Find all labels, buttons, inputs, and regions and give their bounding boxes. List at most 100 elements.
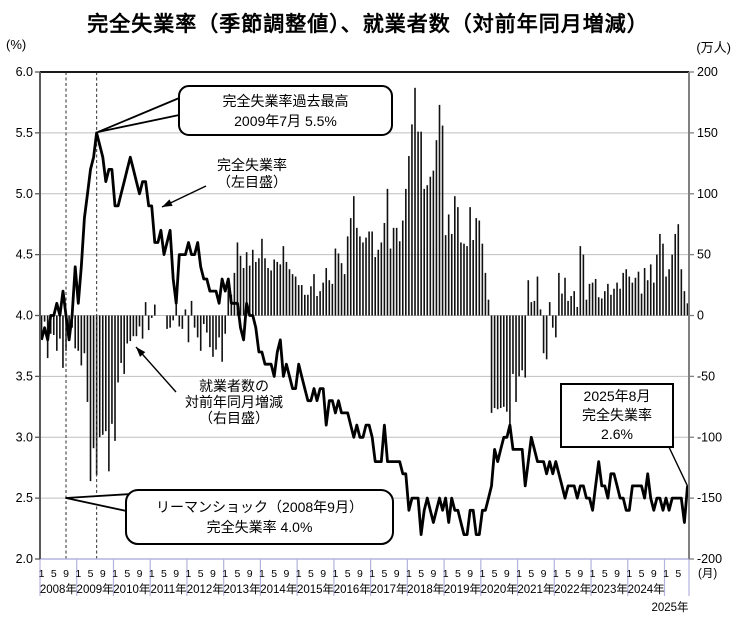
bar <box>77 315 80 351</box>
bar <box>493 315 496 409</box>
bar <box>646 280 649 316</box>
bar <box>634 277 637 316</box>
bar <box>398 241 401 316</box>
month-tick-label: 9 <box>541 568 547 580</box>
bar <box>652 282 655 316</box>
month-tick-label: 5 <box>565 568 571 580</box>
rate-series-label-line1: 完全失業率 <box>217 157 287 173</box>
left-axis-tick-label: 4.5 <box>16 248 33 262</box>
month-tick-label: 5 <box>675 568 681 580</box>
bar <box>548 302 551 316</box>
bar <box>429 176 432 316</box>
bar <box>677 224 680 316</box>
bar <box>405 188 407 316</box>
year-label: 2012年 <box>187 582 224 596</box>
month-tick-label: 1 <box>663 568 669 580</box>
bar <box>533 300 536 316</box>
year-label: 2022年 <box>554 582 591 596</box>
bar <box>561 293 563 316</box>
bar <box>656 254 658 316</box>
year-label: 2021年 <box>517 582 554 596</box>
bar <box>444 235 447 316</box>
bar <box>319 291 321 316</box>
bar <box>659 233 661 316</box>
bar <box>89 315 92 482</box>
month-unit-label: (月) <box>698 568 717 580</box>
bar <box>365 237 367 316</box>
bar <box>261 238 263 316</box>
bar <box>141 315 144 339</box>
month-tick-label: 1 <box>296 568 302 580</box>
bar <box>343 274 346 316</box>
bar <box>224 315 227 334</box>
bar <box>466 246 468 316</box>
bar <box>674 233 677 316</box>
bar <box>334 248 337 316</box>
bar <box>631 282 634 316</box>
bar <box>230 294 233 316</box>
bar <box>475 218 478 316</box>
bar <box>450 233 453 316</box>
bar <box>597 297 600 316</box>
month-tick-label: 5 <box>602 568 608 580</box>
employment-series-label-line1: 就業者数の <box>199 378 269 394</box>
bar <box>288 269 291 316</box>
latest-rate-box: 2025年8月 完全失業率 2.6% <box>560 383 674 448</box>
left-axis-tick-label: 3.0 <box>16 430 33 444</box>
right-axis-tick-label: -100 <box>697 430 722 444</box>
bar <box>270 270 272 316</box>
year-label: 2009年 <box>77 582 114 596</box>
bar <box>680 269 683 316</box>
bar <box>579 246 582 316</box>
month-tick-label: 9 <box>357 568 363 580</box>
bar <box>411 124 413 316</box>
year-label: 2008年 <box>40 582 77 596</box>
month-tick-label: 1 <box>626 568 632 580</box>
month-tick-label: 9 <box>430 568 436 580</box>
bar <box>255 261 257 316</box>
bar <box>509 315 511 429</box>
bar <box>199 315 202 351</box>
bar <box>328 280 331 316</box>
left-axis-unit-label: (%) <box>6 37 27 52</box>
bar <box>132 315 135 337</box>
bar <box>297 285 300 316</box>
bar <box>218 315 220 338</box>
bar <box>346 236 349 316</box>
month-tick-label: 1 <box>369 568 375 580</box>
year-label: 2016年 <box>334 582 371 596</box>
bar <box>643 268 646 316</box>
month-tick-label: 9 <box>247 568 253 580</box>
bar <box>496 315 499 410</box>
bar <box>92 315 95 449</box>
bar <box>337 253 340 316</box>
bar <box>604 291 606 316</box>
bar <box>248 265 251 316</box>
bar <box>86 315 89 402</box>
bar <box>686 303 689 316</box>
bar <box>499 315 502 409</box>
bar <box>484 272 487 316</box>
bar <box>521 315 523 371</box>
bar <box>610 294 612 316</box>
right-axis-tick-label: 150 <box>697 126 718 140</box>
bar <box>576 306 579 316</box>
month-tick-label: 9 <box>504 568 510 580</box>
bar <box>285 261 288 316</box>
month-tick-label: 9 <box>137 568 143 580</box>
month-tick-label: 5 <box>308 568 314 580</box>
bar <box>551 315 554 328</box>
right-axis-tick-label: -200 <box>697 552 722 566</box>
bar <box>101 315 104 435</box>
right-axis-tick-label: 50 <box>697 248 711 262</box>
month-tick-label: 5 <box>345 568 351 580</box>
bar <box>545 315 548 360</box>
bar <box>251 249 254 316</box>
bar <box>123 315 125 374</box>
peak-callout-line1: 完全失業率過去最高 <box>222 92 349 109</box>
year-label: 2018年 <box>407 582 444 596</box>
bar <box>383 222 386 316</box>
bar <box>420 131 422 316</box>
month-tick-label: 9 <box>210 568 216 580</box>
month-tick-label: 5 <box>271 568 277 580</box>
